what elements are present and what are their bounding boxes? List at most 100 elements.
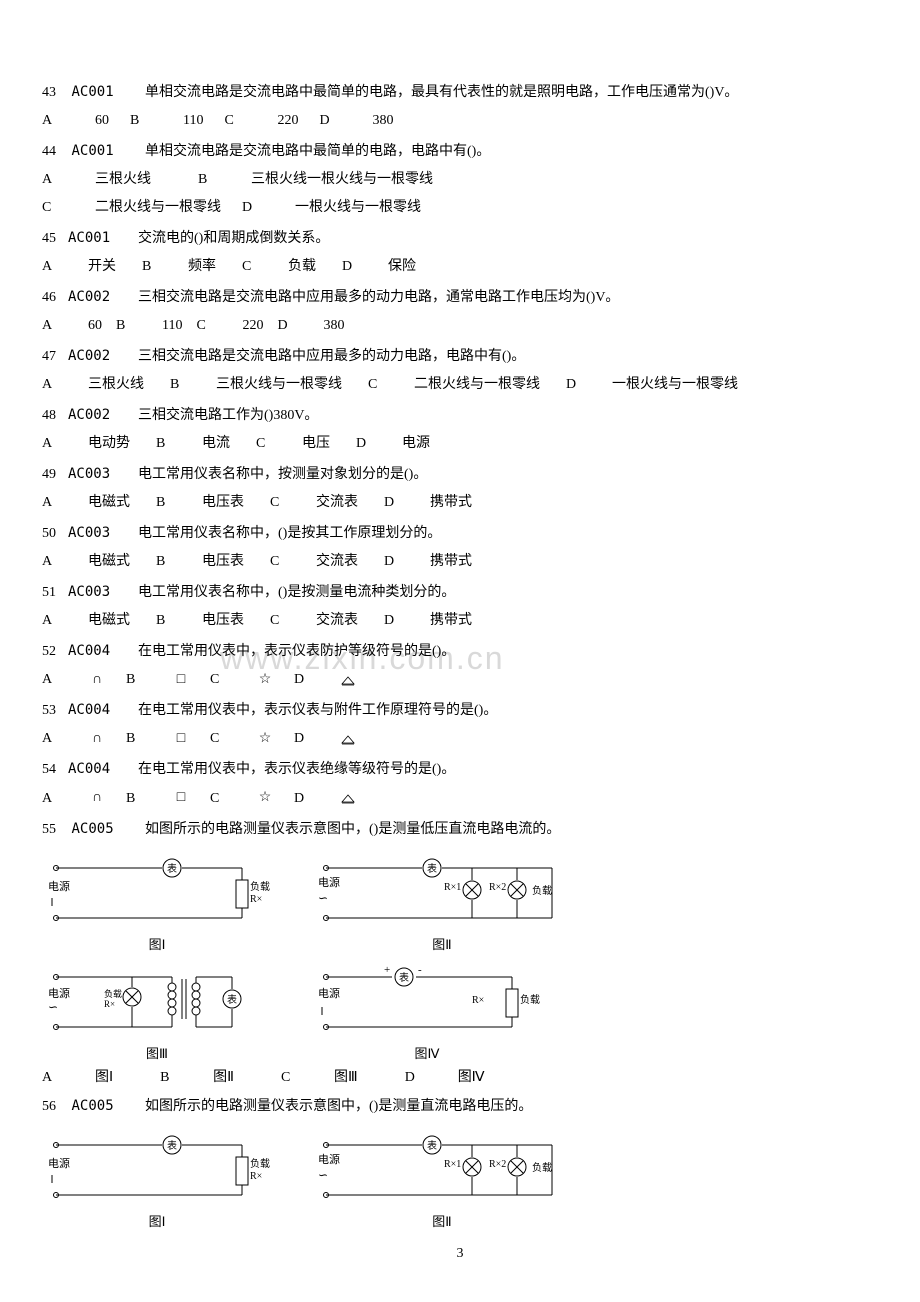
opt-text: 携带式 <box>430 554 472 569</box>
opt-label: C <box>270 489 288 517</box>
question-52: 52AC004在电工常用仪表中，表示仪表防护等级符号的是()。A∩B□C☆D <box>42 637 878 694</box>
opt-label: C <box>210 725 228 753</box>
svg-text:负载: 负载 <box>532 1161 552 1174</box>
q-text: 在电工常用仪表中，表示仪表绝缘等级符号的是()。 <box>138 762 455 777</box>
q-text: 在电工常用仪表中，表示仪表与附件工作原理符号的是()。 <box>138 703 497 718</box>
svg-text:R×1: R×1 <box>444 882 461 893</box>
symbol-star: ☆ <box>256 725 274 753</box>
svg-text:表: 表 <box>227 993 237 1006</box>
circuit-diagram: 电源表负载R×图Ⅰ <box>42 1127 272 1230</box>
question-51: 51AC003电工常用仪表名称中，()是按测量电流种类划分的。A电磁式B电压表C… <box>42 578 878 635</box>
diagram-row-1: 电源表负载R×图Ⅰ电源∽表R×1R×2负载图Ⅱ <box>42 850 878 953</box>
symbol-cap: ∩ <box>88 725 106 753</box>
q-text: 三相交流电路是交流电路中应用最多的动力电路，电路中有()。 <box>138 349 525 364</box>
circuit-diagram: 电源∽表R×1R×2负载图Ⅱ <box>312 850 572 953</box>
opt-label: B <box>130 107 148 135</box>
opt-text: 频率 <box>188 259 216 274</box>
opt-text: 三根火线一根火线与一根零线 <box>251 172 433 187</box>
svg-text:电源: 电源 <box>48 879 70 893</box>
symbol-cap: ∩ <box>88 784 106 812</box>
q-text: 单相交流电路是交流电路中最简单的电路，电路中有()。 <box>145 144 490 159</box>
opt-label: D <box>294 666 312 694</box>
q-text: 三相交流电路是交流电路中应用最多的动力电路，通常电路工作电压均为()V。 <box>138 290 619 305</box>
opt-label: A <box>42 371 60 399</box>
question-55: 55 AC005 如图所示的电路测量仪表示意图中，()是测量低压直流电路电流的。 <box>42 815 878 844</box>
opt-label: B <box>126 725 144 753</box>
q-number: 53 <box>42 697 68 725</box>
svg-text:负载: 负载 <box>250 880 270 893</box>
figure-label: 图Ⅳ <box>312 1043 542 1062</box>
opt-label: D <box>384 489 402 517</box>
q-code: AC005 <box>72 1092 142 1120</box>
opt-label: B <box>170 371 188 399</box>
opt-label: A <box>42 785 60 813</box>
opt-text: 220 <box>242 318 263 333</box>
opt-text: 携带式 <box>430 495 472 510</box>
q-code: AC002 <box>68 342 138 370</box>
q-text: 电工常用仪表名称中，按测量对象划分的是()。 <box>138 467 427 482</box>
symbol-star: ☆ <box>256 784 274 812</box>
svg-text:R×2: R×2 <box>489 882 506 893</box>
opt-text: 一根火线与一根零线 <box>295 200 421 215</box>
opt-label: A <box>42 430 60 458</box>
q-text: 如图所示的电路测量仪表示意图中，()是测量低压直流电路电流的。 <box>145 822 560 837</box>
opt-text: 图Ⅰ <box>95 1070 113 1085</box>
opt-label: A <box>42 253 60 281</box>
q-text: 电工常用仪表名称中，()是按其工作原理划分的。 <box>138 526 441 541</box>
q-text: 单相交流电路是交流电路中最简单的电路，最具有代表性的就是照明电路，工作电压通常为… <box>145 85 738 100</box>
question-54: 54AC004在电工常用仪表中，表示仪表绝缘等级符号的是()。A∩B□C☆D <box>42 755 878 812</box>
svg-text:+: + <box>384 964 390 976</box>
figure-label: 图Ⅲ <box>42 1043 272 1062</box>
figure-label: 图Ⅱ <box>312 1211 572 1230</box>
circuit-diagram: 电源表负载R×图Ⅰ <box>42 850 272 953</box>
opt-label: A <box>42 1064 60 1092</box>
opt-label: D <box>566 371 584 399</box>
opt-text: 携带式 <box>430 613 472 628</box>
opt-label: A <box>42 489 60 517</box>
figure-label: 图Ⅰ <box>42 934 272 953</box>
svg-text:电源: 电源 <box>48 1156 70 1170</box>
opt-label: C <box>256 430 274 458</box>
svg-text:R×: R× <box>472 995 484 1006</box>
opt-label: A <box>42 666 60 694</box>
opt-label: B <box>156 430 174 458</box>
question-44: 44 AC001 单相交流电路是交流电路中最简单的电路，电路中有()。 A 三根… <box>42 137 878 222</box>
symbol-triangle <box>340 733 358 745</box>
opt-label: B <box>116 312 134 340</box>
svg-text:电源: 电源 <box>318 986 340 1000</box>
opt-text: 110 <box>183 113 203 128</box>
opt-text: 二根火线与一根零线 <box>414 377 540 392</box>
opt-label: D <box>342 253 360 281</box>
svg-text:R×1: R×1 <box>444 1159 461 1170</box>
q-number: 47 <box>42 343 68 371</box>
svg-text:表: 表 <box>427 1139 437 1152</box>
q-code: AC004 <box>68 755 138 783</box>
opt-text: 电压表 <box>202 554 244 569</box>
opt-label: D <box>242 194 260 222</box>
q55-options: A 图Ⅰ B 图Ⅱ C 图Ⅲ D 图Ⅳ <box>42 1064 878 1092</box>
opt-text: 60 <box>95 113 109 128</box>
svg-text:R×2: R×2 <box>489 1159 506 1170</box>
q-code: AC001 <box>72 137 142 165</box>
opt-label: C <box>210 785 228 813</box>
figure-label: 图Ⅰ <box>42 1211 272 1230</box>
symbol-star: ☆ <box>256 666 274 694</box>
svg-text:负载: 负载 <box>104 988 122 999</box>
opt-text: 负载 <box>288 259 316 274</box>
symbol-cap: ∩ <box>88 666 106 694</box>
opt-text: 110 <box>162 318 182 333</box>
q-code: AC002 <box>68 283 138 311</box>
diagram-row-2: 电源∽负载R×表图Ⅲ电源+表-R×负载图Ⅳ <box>42 959 878 1062</box>
opt-text: 交流表 <box>316 613 358 628</box>
svg-text:∽: ∽ <box>48 1000 58 1014</box>
opt-label: A <box>42 166 60 194</box>
opt-text: 电磁式 <box>88 554 130 569</box>
q-code: AC003 <box>68 519 138 547</box>
opt-label: D <box>384 548 402 576</box>
figure-label: 图Ⅱ <box>312 934 572 953</box>
svg-text:表: 表 <box>427 862 437 875</box>
svg-text:表: 表 <box>399 971 409 984</box>
question-48: 48AC002三相交流电路工作为()380V。A电动势B电流C电压D电源 <box>42 401 878 458</box>
svg-text:电源: 电源 <box>48 986 70 1000</box>
circuit-diagram: 电源∽负载R×表图Ⅲ <box>42 959 272 1062</box>
